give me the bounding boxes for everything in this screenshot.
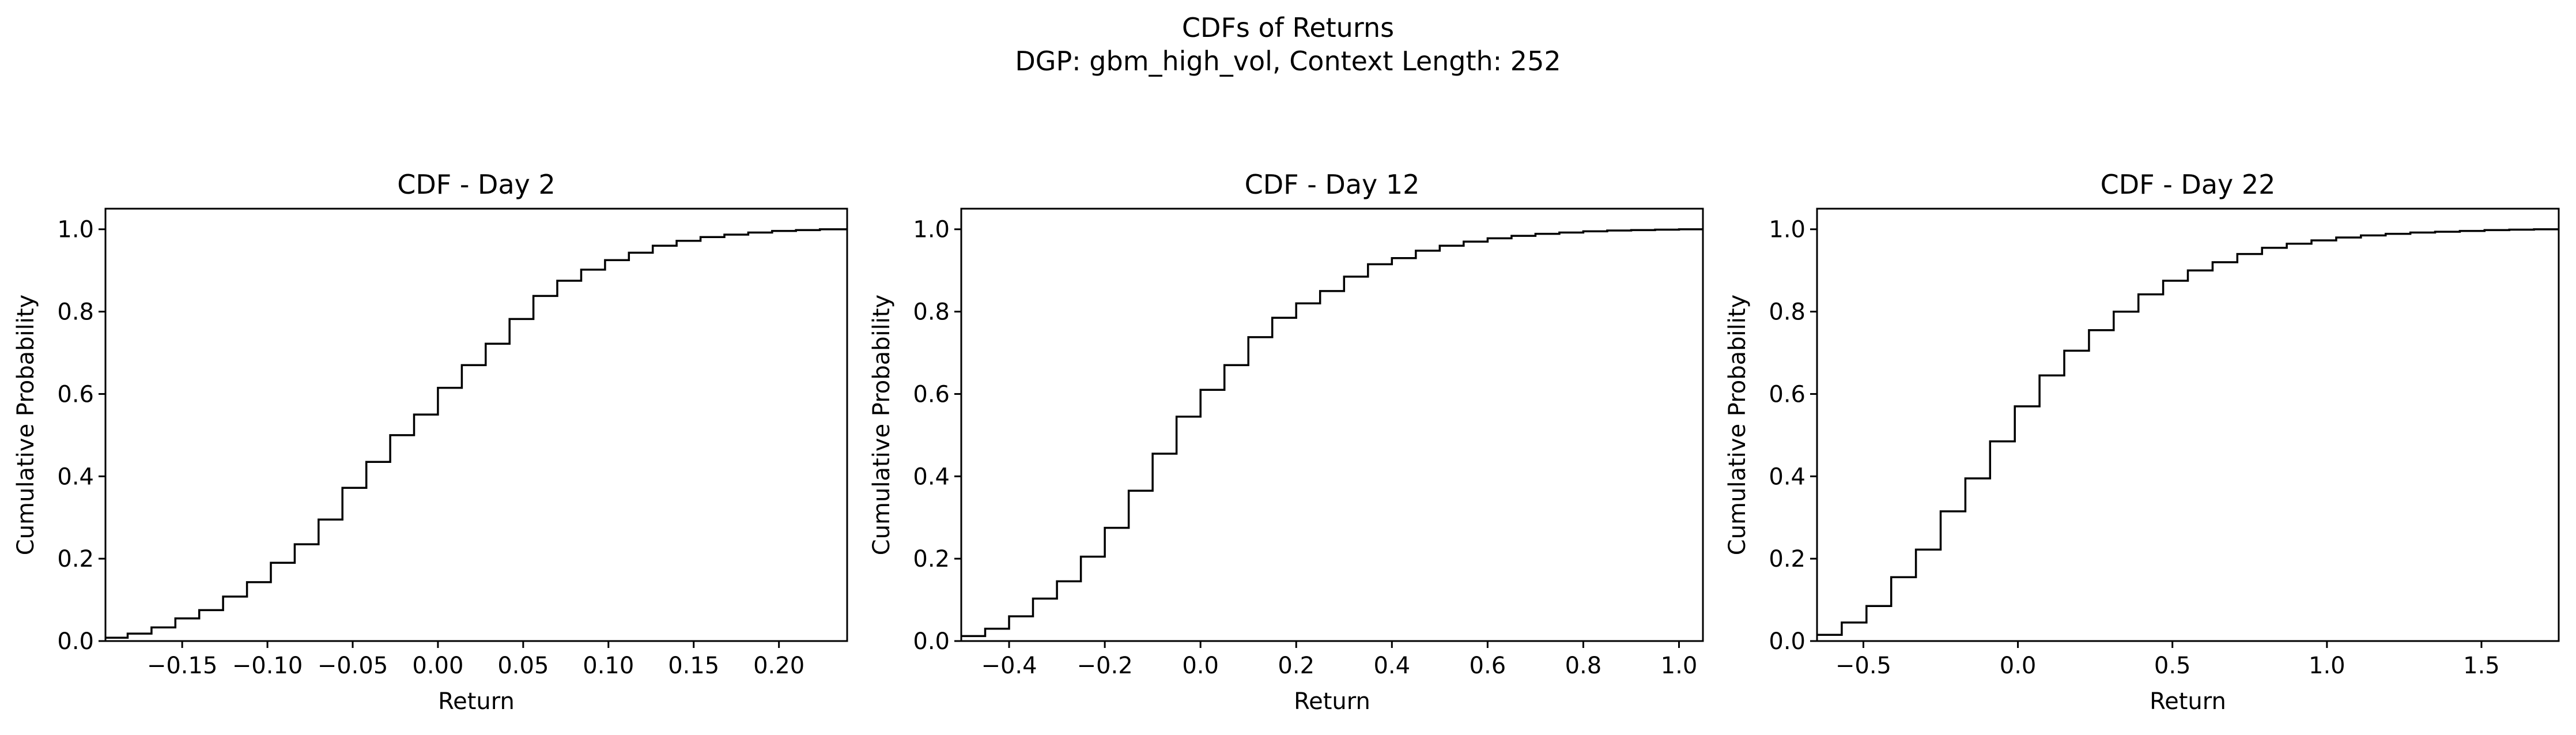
y-tick-label: 0.0 [1769,628,1806,655]
y-tick-label: 0.2 [57,546,94,572]
x-tick-label: 0.4 [1373,653,1410,679]
x-tick-label: 0.5 [2154,653,2191,679]
y-axis-label: Cumulative Probability [1724,295,1751,555]
x-tick-label: 0.05 [497,653,549,679]
x-tick-label: 0.20 [753,653,804,679]
x-tick-label: 0.0 [1182,653,1219,679]
axes-frame [1816,208,2560,642]
chart-panels: CDF - Day 2 −0.15 −0.10 −0.05 0.00 0.05 0.10 0.… [13,169,2560,715]
x-tick-label: −0.05 [318,653,388,679]
x-tick-label: −0.5 [1835,653,1891,679]
chart-panel-3: CDF - Day 22 −0.5 0.0 0.5 1.0 1.5 0.0 0.2 0.4 0.6… [1724,169,2560,715]
cdf-step-line [1817,228,2559,636]
chart-title: CDF - Day 2 [397,169,556,200]
y-tick-label: 0.6 [913,381,950,408]
chart-panel-1: CDF - Day 2 −0.15 −0.10 −0.05 0.00 0.05 0.10 0.… [13,169,848,715]
y-tick-label: 0.8 [1769,299,1806,326]
y-tick-label: 0.6 [1769,381,1806,408]
y-tick-label: 0.0 [913,628,950,655]
x-tick-label: 0.00 [412,653,463,679]
chart-title: CDF - Day 12 [1245,169,1420,200]
x-tick-label: 0.15 [668,653,719,679]
x-tick-label: 1.5 [2463,653,2500,679]
suptitle-line-2: DGP: gbm_high_vol, Context Length: 252 [1015,46,1561,77]
y-axis-label: Cumulative Probability [13,295,39,555]
y-tick-label: 0.4 [913,463,950,490]
y-tick-label: 0.8 [57,299,94,326]
x-tick-label: 0.2 [1278,653,1315,679]
x-tick-label: −0.10 [232,653,303,679]
x-tick-label: 0.10 [583,653,634,679]
y-tick-label: 0.6 [57,381,94,408]
y-tick-label: 0.2 [913,546,950,572]
y-tick-label: 0.4 [57,463,94,490]
y-axis-label: Cumulative Probability [868,295,895,555]
y-tick-label: 0.0 [57,628,94,655]
x-tick-label: −0.15 [147,653,218,679]
x-axis-label: Return [2150,688,2226,715]
axes-frame [104,208,848,642]
cdf-step-line [105,228,847,639]
chart-title: CDF - Day 22 [2101,169,2276,200]
suptitle-line-1: CDFs of Returns [1182,12,1394,43]
x-axis-label: Return [438,688,515,715]
y-tick-label: 0.8 [913,299,950,326]
y-tick-label: 1.0 [1769,217,1806,243]
x-tick-label: −0.2 [1077,653,1133,679]
y-tick-label: 1.0 [57,217,94,243]
x-tick-label: 0.0 [2000,653,2037,679]
x-tick-label: 0.6 [1470,653,1506,679]
x-tick-label: −0.4 [981,653,1037,679]
x-tick-label: 0.8 [1565,653,1602,679]
cdf-step-line [961,228,1703,638]
x-axis-label: Return [1294,688,1370,715]
axes-frame [960,208,1704,642]
suptitle: CDFs of Returns DGP: gbm_high_vol, Conte… [1015,12,1561,77]
x-tick-label: 1.0 [1661,653,1698,679]
chart-panel-2: CDF - Day 12 −0.4 −0.2 0.0 0.2 0.4 0.6 0.8 1.0 0.… [868,169,1704,715]
y-tick-label: 0.4 [1769,463,1806,490]
x-tick-label: 1.0 [2309,653,2345,679]
y-tick-label: 0.2 [1769,546,1806,572]
y-tick-label: 1.0 [913,217,950,243]
